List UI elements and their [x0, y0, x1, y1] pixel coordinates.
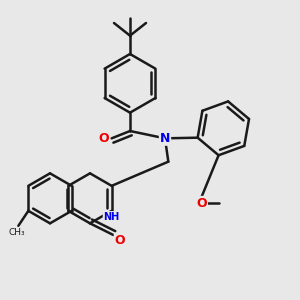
Text: O: O	[98, 132, 109, 145]
Text: N: N	[160, 132, 170, 145]
Text: NH: NH	[103, 212, 120, 222]
Text: O: O	[115, 235, 125, 248]
Text: CH₃: CH₃	[8, 228, 25, 237]
Text: O: O	[196, 197, 207, 210]
